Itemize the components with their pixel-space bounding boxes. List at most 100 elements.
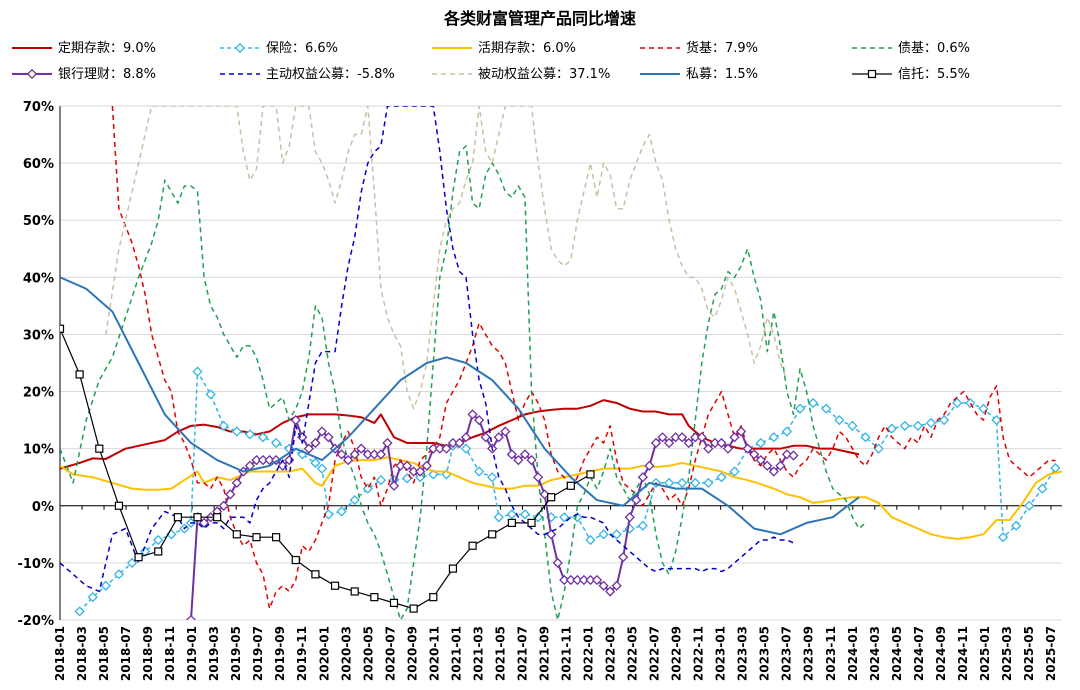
y-tick-label: 20%: [23, 386, 54, 401]
x-tick-label: 2023-09: [802, 626, 816, 681]
x-tick-label: 2021-07: [515, 626, 529, 681]
data-point: [559, 512, 570, 523]
series-line: [60, 276, 860, 536]
series-line: [60, 145, 867, 620]
data-point: [454, 437, 465, 449]
x-tick-label: 2019-03: [207, 626, 221, 681]
data-point: [546, 529, 557, 540]
x-tick-label: 2025-03: [1000, 626, 1014, 681]
data-point: [591, 574, 603, 586]
legend-item: 私募：1.5%: [640, 67, 758, 82]
legend-item: 定期存款：9.0%: [12, 41, 156, 56]
data-point: [618, 552, 629, 563]
y-tick-label: 10%: [23, 443, 54, 458]
x-tick-label: 2023-11: [824, 626, 838, 681]
data-point: [270, 437, 282, 449]
legend-item: 被动权益公募：37.1%: [432, 66, 610, 82]
data-point: [356, 443, 367, 454]
data-point: [113, 569, 125, 580]
legend-marker: [867, 69, 877, 79]
data-point: [468, 541, 477, 550]
data-point: [428, 443, 439, 454]
series-私募: [60, 276, 860, 536]
series-保险: [74, 366, 1061, 617]
data-point: [899, 420, 910, 431]
data-point: [781, 449, 793, 460]
data-point: [598, 529, 609, 540]
legend-label: 私募：1.5%: [686, 67, 758, 82]
x-tick-label: 2018-07: [119, 626, 133, 681]
data-point: [1037, 483, 1048, 494]
data-point: [225, 489, 236, 500]
data-point: [552, 557, 563, 569]
data-point: [912, 420, 924, 431]
x-tick-label: 2024-03: [868, 626, 882, 681]
data-point: [572, 574, 583, 586]
x-tick-label: 2021-01: [449, 626, 463, 681]
data-point: [532, 512, 544, 523]
y-tick-label: 30%: [23, 328, 54, 343]
x-tick-label: 2019-11: [295, 626, 309, 681]
gridlines: [60, 105, 1062, 621]
data-point: [860, 432, 871, 443]
data-point: [198, 517, 210, 529]
data-point: [218, 500, 229, 511]
data-point: [657, 432, 668, 443]
series-line: [79, 370, 1057, 612]
data-point: [585, 574, 596, 586]
data-point: [350, 587, 359, 596]
data-point: [742, 443, 753, 454]
data-point: [447, 437, 459, 449]
y-tick-label: 40%: [23, 271, 54, 286]
data-point: [735, 426, 747, 437]
x-tick-label: 2024-07: [912, 626, 926, 681]
y-tick-label: 60%: [23, 157, 54, 172]
x-tick-label: 2022-09: [670, 626, 684, 681]
data-point: [566, 481, 575, 490]
legend-item: 债基：0.6%: [852, 41, 970, 56]
data-point: [74, 606, 85, 617]
x-tick-label: 2020-01: [317, 626, 331, 681]
data-point: [448, 564, 458, 573]
x-tick-label: 2022-11: [692, 626, 706, 681]
data-point: [251, 454, 262, 466]
data-point: [703, 477, 714, 489]
data-point: [637, 472, 648, 483]
data-point: [834, 414, 845, 426]
y-tick-label: 70%: [23, 100, 54, 115]
data-point: [395, 460, 406, 471]
data-point: [434, 443, 445, 454]
legend-label: 定期存款：9.0%: [58, 41, 156, 56]
data-point: [611, 529, 622, 540]
x-tick-label: 2024-11: [956, 626, 970, 681]
data-point: [559, 574, 570, 586]
data-point: [487, 472, 498, 483]
legend-item: 主动权益公募：-5.8%: [220, 66, 395, 82]
data-point: [126, 557, 138, 569]
data-point: [415, 472, 426, 483]
series-债基: [60, 145, 867, 620]
data-point: [604, 586, 616, 597]
x-tick-label: 2020-03: [339, 626, 353, 681]
legend-label: 活期存款：6.0%: [478, 41, 576, 56]
data-point: [991, 414, 1002, 426]
data-point: [1050, 462, 1061, 474]
data-point: [460, 443, 472, 454]
data-point: [821, 403, 832, 414]
series-主动权益公募: [60, 106, 794, 593]
data-point: [231, 477, 242, 489]
series-line: [105, 106, 788, 410]
x-tick-label: 2021-03: [471, 626, 485, 681]
data-point: [500, 426, 511, 437]
data-point: [755, 437, 766, 449]
data-point: [873, 443, 884, 454]
data-point: [389, 598, 399, 607]
data-point: [60, 324, 65, 333]
data-point: [362, 449, 373, 460]
y-tick-label: -20%: [17, 614, 54, 629]
data-point: [185, 614, 197, 620]
y-tick-label: -10%: [17, 557, 54, 572]
x-tick-label: 2022-03: [604, 626, 618, 681]
x-tick-label: 2020-11: [427, 626, 441, 681]
data-point: [997, 532, 1009, 543]
